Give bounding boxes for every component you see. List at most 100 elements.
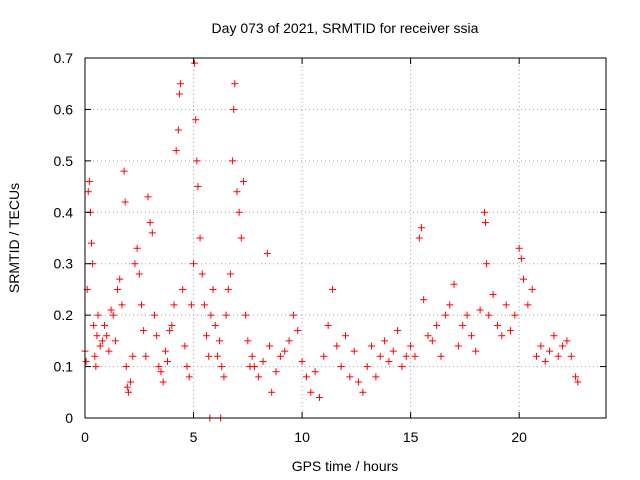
data-point xyxy=(489,291,497,299)
grid-lines xyxy=(85,58,606,418)
data-point xyxy=(203,332,211,340)
data-point xyxy=(420,296,428,304)
data-point xyxy=(511,311,519,319)
data-point xyxy=(441,311,449,319)
data-point xyxy=(220,373,228,381)
data-point xyxy=(333,342,341,350)
data-point xyxy=(337,363,345,371)
data-point xyxy=(131,260,139,268)
y-tick-label: 0.1 xyxy=(54,359,74,375)
data-point xyxy=(127,378,135,386)
data-point xyxy=(281,347,289,355)
data-point xyxy=(153,332,161,340)
data-point xyxy=(229,157,237,165)
data-point xyxy=(133,244,141,252)
data-point xyxy=(524,301,532,309)
data-point xyxy=(170,301,178,309)
data-point xyxy=(244,337,252,345)
data-point xyxy=(359,388,367,396)
data-point xyxy=(415,234,423,242)
y-tick-label: 0.6 xyxy=(54,101,74,117)
data-point xyxy=(546,347,554,355)
data-point xyxy=(376,352,384,360)
x-tick-label: 15 xyxy=(403,429,419,445)
data-point xyxy=(235,208,243,216)
data-point xyxy=(463,311,471,319)
data-point xyxy=(93,332,101,340)
data-point xyxy=(528,285,536,293)
data-point xyxy=(172,147,180,155)
data-point xyxy=(163,357,171,365)
data-point xyxy=(424,332,432,340)
data-point xyxy=(417,224,425,232)
data-point xyxy=(92,363,100,371)
data-point xyxy=(177,80,185,88)
data-point xyxy=(207,311,215,319)
data-point xyxy=(407,342,415,350)
data-point xyxy=(506,327,514,335)
data-point xyxy=(428,337,436,345)
x-tick-label: 0 xyxy=(81,429,89,445)
data-point xyxy=(179,285,187,293)
data-point xyxy=(84,188,92,196)
data-point xyxy=(85,177,93,185)
y-axis-label: SRMTID / TECUs xyxy=(6,183,22,293)
data-point xyxy=(218,363,226,371)
data-point xyxy=(105,347,113,355)
y-tick-label: 0.5 xyxy=(54,153,74,169)
data-point xyxy=(266,342,274,350)
data-point xyxy=(91,352,99,360)
x-tick-label: 10 xyxy=(294,429,310,445)
data-point xyxy=(213,352,221,360)
data-point xyxy=(411,352,419,360)
chart-title: Day 073 of 2021, SRMTID for receiver ssi… xyxy=(212,20,479,36)
data-point xyxy=(472,347,480,355)
data-points xyxy=(81,59,582,422)
data-point xyxy=(103,332,111,340)
data-point xyxy=(381,337,389,345)
data-point xyxy=(181,342,189,350)
data-point xyxy=(493,321,501,329)
data-point xyxy=(541,357,549,365)
data-point xyxy=(224,285,232,293)
x-axis-label: GPS time / hours xyxy=(292,458,399,474)
data-point xyxy=(185,373,193,381)
data-point xyxy=(183,363,191,371)
data-point xyxy=(144,193,152,201)
data-point xyxy=(485,311,493,319)
data-point xyxy=(533,352,541,360)
data-point xyxy=(498,332,506,340)
data-point xyxy=(109,311,117,319)
data-point xyxy=(559,342,567,350)
data-point xyxy=(146,219,154,227)
data-point xyxy=(482,219,490,227)
data-point xyxy=(574,378,582,386)
data-point xyxy=(480,208,488,216)
data-point xyxy=(135,270,143,278)
data-point xyxy=(239,177,247,185)
data-point xyxy=(248,352,256,360)
data-point xyxy=(550,332,558,340)
data-point xyxy=(342,332,349,340)
data-point xyxy=(517,255,525,263)
x-tick-label: 20 xyxy=(511,429,527,445)
data-point xyxy=(96,342,104,350)
data-point xyxy=(124,388,132,396)
data-point xyxy=(263,249,271,257)
data-point xyxy=(88,239,96,247)
y-tick-label: 0.7 xyxy=(54,50,74,66)
data-point xyxy=(82,357,90,365)
data-point xyxy=(200,301,208,309)
data-point xyxy=(107,306,115,314)
data-point xyxy=(150,311,158,319)
data-point xyxy=(355,378,363,386)
data-point xyxy=(385,357,393,365)
data-point xyxy=(230,105,238,113)
data-point xyxy=(175,90,183,98)
data-point xyxy=(90,321,98,329)
data-point xyxy=(483,260,491,268)
data-point xyxy=(114,285,122,293)
data-point xyxy=(129,352,137,360)
data-point xyxy=(259,357,267,365)
